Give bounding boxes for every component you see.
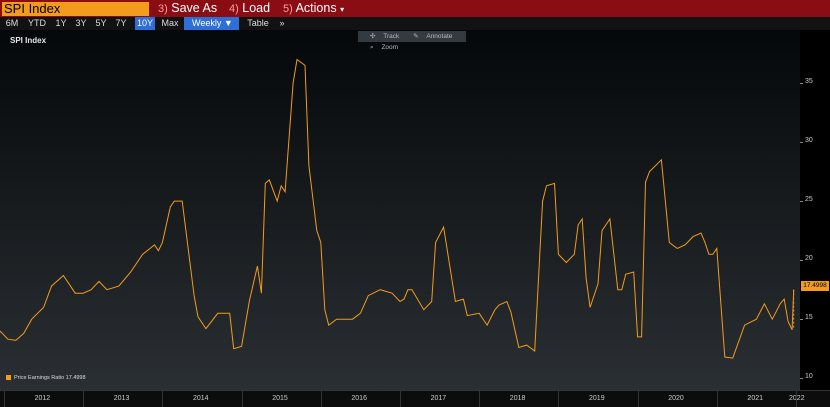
legend-series-name: Price Earnings Ratio	[14, 375, 65, 381]
x-tick-label: 2014	[192, 395, 209, 402]
legend: Price Earnings Ratio 17.4998	[6, 375, 86, 381]
x-tick-label: 2016	[351, 395, 367, 402]
annotate-label: Annotate	[426, 33, 453, 40]
x-tick-label: 2012	[34, 395, 51, 402]
zoom-label: Zoom	[381, 44, 399, 51]
track-label: Track	[383, 33, 400, 40]
save-as-label: Save As	[171, 1, 218, 15]
price-earnings-chart[interactable]	[0, 30, 800, 390]
range-3y-button[interactable]: 3Y	[75, 18, 87, 28]
annotate-tool[interactable]: ✎ Annotate	[407, 33, 452, 40]
x-year-divider	[241, 390, 243, 407]
track-tool[interactable]: ✣ Track	[364, 33, 399, 40]
x-year-divider	[558, 390, 560, 407]
range-ytd-button[interactable]: YTD	[28, 18, 46, 28]
y-tick-label: 30	[805, 137, 813, 145]
x-tick-label: 2021	[747, 395, 763, 402]
last-value-badge: 17.4998	[801, 281, 829, 291]
load-number: 4)	[229, 3, 239, 15]
x-year-divider	[162, 390, 164, 407]
actions-number: 5)	[283, 3, 293, 15]
crosshair-icon: ✣	[370, 33, 376, 40]
x-year-divider	[479, 390, 481, 407]
range-10y-button[interactable]: 10Y	[135, 17, 155, 30]
series-line-price-earnings	[0, 58, 795, 359]
x-tick-label: 2013	[113, 395, 130, 402]
more-button[interactable]: »	[279, 18, 285, 28]
y-tick-mark	[800, 142, 803, 144]
y-tick-mark	[800, 378, 803, 380]
ticker-input[interactable]: SPI Index	[2, 2, 149, 16]
chevron-down-icon: ▾	[340, 5, 345, 14]
range-1y-button[interactable]: 1Y	[55, 18, 67, 28]
x-year-divider	[83, 390, 85, 407]
range-7y-button[interactable]: 7Y	[115, 18, 127, 28]
x-tick-label: 2015	[272, 395, 288, 402]
x-tick-label: 2020	[668, 395, 684, 402]
x-year-divider	[400, 390, 401, 407]
y-tick-mark	[800, 260, 803, 262]
y-tick-label: 10	[805, 373, 813, 381]
zoom-tool[interactable]: ⌕ Zoom	[364, 44, 398, 51]
range-max-button[interactable]: Max	[161, 18, 179, 28]
function-bar	[0, 0, 830, 17]
y-tick-label: 15	[805, 314, 813, 322]
save-as-button[interactable]: 3) Save As	[158, 1, 217, 17]
y-tick-mark	[800, 83, 803, 85]
range-5y-button[interactable]: 5Y	[95, 18, 107, 28]
y-tick-label: 25	[805, 196, 813, 204]
legend-series-value: 17.4998	[65, 375, 86, 381]
frequency-dropdown[interactable]: Weekly ▼	[184, 17, 239, 30]
x-tick-label: 2019	[589, 395, 605, 402]
range-6m-button[interactable]: 6M	[5, 18, 19, 28]
x-tick-label: 2018	[509, 395, 526, 402]
x-year-divider	[320, 390, 322, 407]
magnifier-icon: ⌕	[370, 44, 374, 51]
y-tick-mark	[800, 319, 803, 321]
table-button[interactable]: Table	[247, 18, 269, 28]
y-tick-label: 20	[805, 255, 813, 263]
x-year-divider	[637, 390, 639, 407]
pencil-icon: ✎	[413, 33, 419, 40]
legend-swatch	[6, 375, 11, 381]
x-year-divider	[796, 390, 798, 407]
chart-area[interactable]	[0, 30, 830, 390]
save-as-number: 3)	[158, 3, 168, 15]
actions-menu[interactable]: 5) Actions ▾	[283, 1, 344, 17]
actions-label: Actions	[295, 1, 337, 15]
y-tick-label: 35	[805, 78, 813, 86]
x-year-divider	[716, 390, 718, 407]
y-axis	[800, 30, 830, 390]
load-label: Load	[242, 1, 271, 15]
x-axis	[0, 390, 830, 407]
chart-tools: ✣ Track ✎ Annotate ⌕ Zoom	[358, 31, 466, 51]
y-tick-mark	[800, 201, 803, 203]
load-button[interactable]: 4) Load	[229, 1, 270, 17]
x-year-divider	[3, 390, 5, 407]
chart-title: SPI Index	[10, 36, 47, 45]
x-tick-label: 2017	[430, 395, 447, 402]
